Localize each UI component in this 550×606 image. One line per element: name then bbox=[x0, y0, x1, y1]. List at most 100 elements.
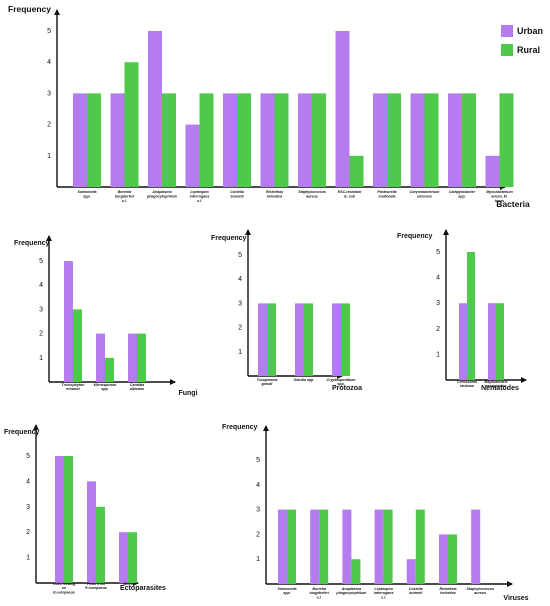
bar-urban bbox=[223, 93, 237, 187]
bar-rural bbox=[462, 93, 476, 187]
category-label: Rickettsia helvetica bbox=[440, 587, 457, 595]
bar-urban bbox=[87, 481, 96, 583]
legend-swatch-urban bbox=[501, 25, 513, 37]
y-tick-label: 2 bbox=[47, 122, 51, 129]
bar-urban bbox=[332, 303, 341, 376]
category-label: Candida albicans bbox=[130, 383, 144, 391]
bar-urban bbox=[374, 509, 384, 584]
y-tick-label: 4 bbox=[436, 275, 440, 282]
y-tick-label: 2 bbox=[238, 325, 242, 332]
category-label: Leptospira interrogans s.l. bbox=[190, 190, 210, 203]
category-label: Pasteurella multocida bbox=[377, 190, 396, 198]
y-tick-label: 1 bbox=[436, 351, 440, 358]
category-label: Corynebacterium ulcerans bbox=[410, 190, 440, 198]
bar-rural bbox=[448, 534, 457, 584]
bar-rural bbox=[274, 93, 289, 187]
bar-rural bbox=[341, 303, 350, 376]
bar-urban bbox=[260, 93, 275, 187]
category-label: Anaplasma phagocytophilum bbox=[335, 587, 367, 595]
y-axis-arrow bbox=[46, 235, 52, 241]
y-tick-label: 3 bbox=[238, 300, 242, 307]
bar-urban bbox=[471, 509, 481, 584]
y-tick-label: 4 bbox=[47, 59, 51, 66]
y-tick-label: 5 bbox=[238, 252, 242, 259]
y-tick-label: 4 bbox=[39, 282, 43, 289]
y-tick-label: 2 bbox=[26, 529, 30, 536]
chart-3: Frequency Nematodes 1 2 3 4 5 Crenosoma striatum… bbox=[397, 229, 527, 392]
y-tick-label: 1 bbox=[47, 153, 51, 160]
x-axis-title: Viruses bbox=[503, 595, 528, 602]
bar-urban bbox=[96, 333, 105, 382]
bar-rural bbox=[415, 509, 425, 584]
legend-swatch-rural bbox=[501, 44, 513, 56]
bar-rural bbox=[387, 93, 401, 187]
category-label: Staphylococcus aureus bbox=[298, 190, 326, 198]
bar-urban bbox=[119, 532, 128, 583]
y-tick-label: 3 bbox=[436, 300, 440, 307]
category-label: Rickettsia helvetica bbox=[266, 190, 283, 198]
chart-1: Frequency Fungi 1 2 3 4 5 Trichophyton erinacei M… bbox=[14, 235, 198, 397]
category-label: ESC-resistant E. coli bbox=[338, 190, 362, 198]
y-axis-arrow bbox=[443, 229, 449, 235]
y-tick-label: 4 bbox=[238, 276, 242, 283]
y-axis-arrow bbox=[263, 425, 269, 431]
bar-urban bbox=[64, 261, 73, 382]
x-axis-title: Nematodes bbox=[481, 385, 519, 392]
category-label: Anaplasma phagocytophilum bbox=[146, 190, 178, 198]
bar-urban bbox=[488, 303, 496, 380]
chart-4: Frequency Ectoparasites 1 2 3 4 5 Ticks feeding… bbox=[4, 424, 166, 594]
bar-urban bbox=[278, 509, 287, 584]
category-label: Toxoplasma gondii bbox=[257, 378, 278, 386]
y-tick-label: 3 bbox=[47, 90, 51, 97]
y-tick-label: 1 bbox=[256, 556, 260, 563]
x-axis-arrow bbox=[170, 379, 176, 385]
category-label: Fleas from E.europaeus bbox=[85, 582, 107, 590]
y-tick-label: 3 bbox=[26, 504, 30, 511]
bar-rural bbox=[304, 303, 313, 376]
category-label: Salmonella spp. bbox=[278, 587, 297, 595]
bar-rural bbox=[287, 509, 296, 584]
category-label: Staphylococcus aureus bbox=[466, 587, 494, 595]
category-label: Borrelia burgdorferi s.l. bbox=[310, 587, 330, 599]
bar-urban bbox=[373, 93, 387, 187]
category-label: Leptospira interrogans s.l. bbox=[374, 587, 394, 599]
bar-urban bbox=[148, 31, 162, 187]
x-axis-title: Fungi bbox=[178, 390, 197, 397]
y-axis-title: Frequency bbox=[4, 429, 40, 436]
y-tick-label: 2 bbox=[39, 331, 43, 338]
category-label: Campylobacter spp. bbox=[449, 190, 476, 198]
bar-rural bbox=[351, 559, 361, 584]
bar-rural bbox=[64, 456, 73, 583]
y-axis-arrow bbox=[33, 424, 39, 430]
y-axis-arrow bbox=[245, 229, 251, 235]
y-tick-label: 4 bbox=[256, 482, 260, 489]
bar-rural bbox=[237, 93, 251, 187]
category-label: Baylisascaris semiplaskia bbox=[485, 380, 508, 388]
bar-rural bbox=[137, 333, 146, 382]
bar-urban bbox=[342, 509, 352, 584]
category-label: Trichophyton erinacei bbox=[62, 383, 86, 391]
bar-rural bbox=[383, 509, 393, 584]
y-tick-label: 2 bbox=[256, 531, 260, 538]
bar-urban bbox=[128, 333, 137, 382]
bar-rural bbox=[128, 532, 137, 583]
y-tick-label: 4 bbox=[26, 478, 30, 485]
y-tick-label: 1 bbox=[39, 355, 43, 362]
y-axis-arrow bbox=[54, 9, 60, 15]
y-tick-label: 5 bbox=[436, 249, 440, 256]
bar-rural bbox=[349, 155, 364, 187]
bar-urban bbox=[459, 303, 467, 380]
x-axis-arrow bbox=[507, 581, 513, 587]
bar-rural bbox=[87, 93, 101, 187]
bar-rural bbox=[96, 506, 105, 583]
category-label: Cryptosporidium spp. bbox=[327, 378, 357, 386]
bar-rural bbox=[267, 303, 276, 376]
category-label: Giardia spp. bbox=[294, 378, 315, 382]
bar-rural bbox=[73, 309, 82, 382]
bar-rural bbox=[424, 93, 439, 187]
bar-urban bbox=[73, 93, 87, 187]
bar-rural bbox=[312, 93, 326, 187]
chart-5: Frequency Viruses 1 2 3 4 5 Salmonella spp. Borre… bbox=[222, 424, 529, 602]
category-label: Salmonella spp. bbox=[78, 190, 97, 198]
